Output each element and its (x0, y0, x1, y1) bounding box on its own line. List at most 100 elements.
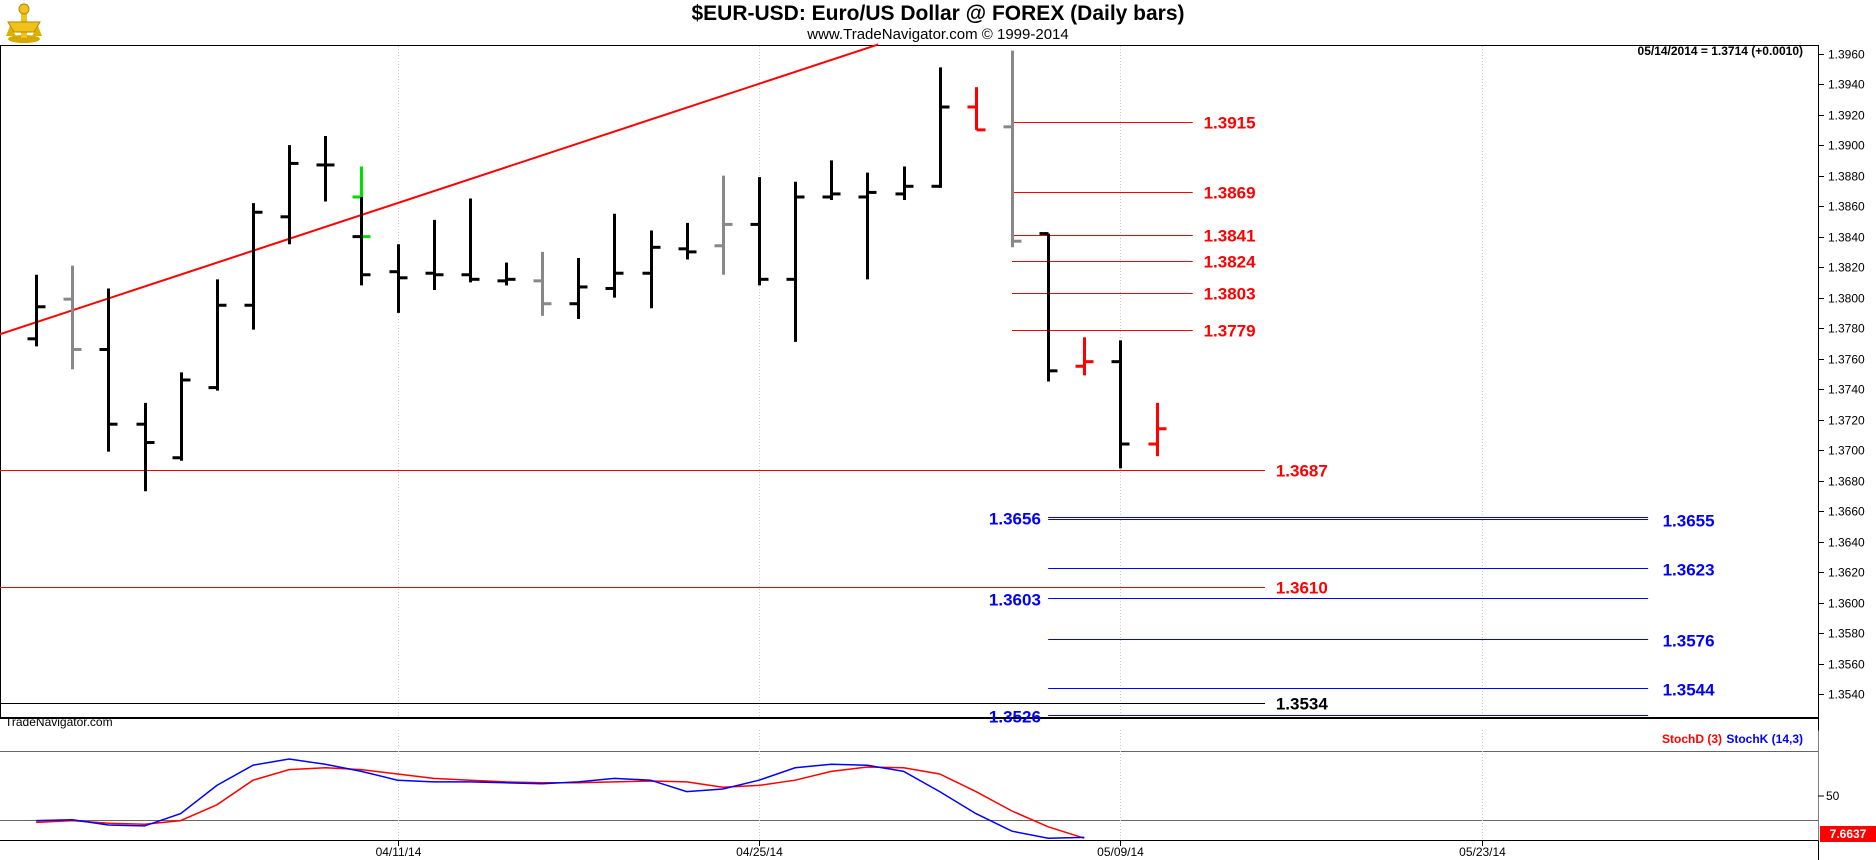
ohlc-bar (750, 177, 769, 286)
y-tick-label: 1.3880 (1828, 170, 1865, 184)
red-level-label: 1.3687 (1276, 462, 1328, 481)
red-level-label: 1.3610 (1276, 579, 1328, 598)
stochastic-pane[interactable]: StochD (3) StochK (14,3) 50 7.6637 04/11… (0, 730, 1876, 859)
quote-readout: 05/14/2014 = 1.3714 (+0.0010) (1638, 44, 1803, 58)
ohlc-bar (497, 262, 516, 286)
chart-header: $EUR-USD: Euro/US Dollar @ FOREX (Daily … (0, 0, 1876, 46)
grid (398, 46, 1483, 717)
ohlc-bar (931, 67, 950, 188)
y-tick-label: 1.3840 (1828, 231, 1865, 245)
y-tick-label: 1.3620 (1828, 566, 1865, 580)
legend-stoch-k: StochK (14,3) (1726, 732, 1803, 746)
y-tick-label: 1.3920 (1828, 109, 1865, 123)
y-tick-label: 1.3660 (1828, 505, 1865, 519)
ohlc-bar (99, 288, 118, 452)
black-level-label: 1.3534 (1276, 695, 1329, 714)
x-tick-label: 04/25/14 (736, 845, 783, 859)
y-tick-label: 1.3580 (1828, 627, 1865, 641)
ohlc-bar (63, 265, 82, 370)
legend-stoch-d: StochD (3) (1662, 732, 1722, 746)
ohlc-bar (895, 166, 914, 201)
red-levels: 1.3915 1.3869 1.3841 1.3824 1.3803 1.3779 1.36… (0, 114, 1328, 598)
ohlc-bar (822, 160, 841, 201)
y-tick-label: 1.3900 (1828, 139, 1865, 153)
y-tick-label: 1.3860 (1828, 200, 1865, 214)
stoch-lines (36, 758, 1085, 839)
ohlc-bar (316, 135, 335, 202)
ohlc-bar (569, 257, 588, 319)
y-tick-label: 1.3720 (1828, 414, 1865, 428)
y-tick-label: 1.3600 (1828, 597, 1865, 611)
y-tick-label: 1.3960 (1828, 48, 1865, 62)
y-axis: 1.3540 1.3560 1.3580 1.3600 1.3620 1.3640 1.36… (1818, 48, 1865, 702)
y-tick-label: 1.3700 (1828, 444, 1865, 458)
price-bars (27, 50, 1167, 492)
stoch-line (36, 758, 1085, 839)
y-tick-label: 1.3800 (1828, 292, 1865, 306)
red-level-label: 1.3841 (1204, 227, 1256, 246)
y-tick-label: 1.3760 (1828, 353, 1865, 367)
ohlc-bar (642, 230, 661, 309)
stochastic-pane-bg (0, 730, 1819, 841)
y-tick-label: 1.3540 (1828, 688, 1865, 702)
y-tick-label: 1.3680 (1828, 475, 1865, 489)
y-tick-label: 1.3820 (1828, 261, 1865, 275)
red-level-label: 1.3915 (1204, 114, 1256, 133)
ohlc-bar (27, 274, 46, 347)
trendline (0, 43, 879, 336)
y-tick-label: 1.3640 (1828, 536, 1865, 550)
blue-level-label: 1.3603 (989, 591, 1041, 610)
x-axis: 04/11/14 04/25/14 05/09/14 05/23/14 (376, 840, 1506, 859)
ohlc-bar (1148, 402, 1167, 457)
blue-level-label: 1.3623 (1663, 561, 1715, 580)
ohlc-bar (461, 198, 480, 283)
ohlc-bar (244, 203, 263, 330)
ohlc-bar (786, 181, 805, 342)
blue-level-label: 1.3544 (1663, 681, 1716, 700)
red-level-label: 1.3779 (1204, 322, 1256, 341)
ohlc-bar (208, 279, 227, 391)
red-level-label: 1.3824 (1204, 253, 1257, 272)
ohlc-bar (678, 222, 697, 260)
price-pane-border (0, 45, 1819, 719)
stoch-last-value: 7.6637 (1830, 827, 1867, 841)
ohlc-bar (1039, 232, 1058, 382)
y-tick-label: 1.3560 (1828, 658, 1865, 672)
ohlc-bar (172, 372, 191, 461)
trade-navigator-logo-icon[interactable] (4, 2, 44, 44)
black-levels: 1.3534 (0, 695, 1328, 714)
blue-level-label: 1.3656 (989, 510, 1041, 529)
blue-level-label: 1.3576 (1663, 632, 1715, 651)
ohlc-bar (280, 145, 299, 245)
ohlc-bar (1111, 340, 1130, 469)
ohlc-bar (714, 175, 733, 275)
stoch-last-value-badge: 7.6637 (1820, 826, 1876, 842)
x-tick-label: 05/23/14 (1459, 845, 1506, 859)
red-level-label: 1.3803 (1204, 285, 1256, 304)
watermark: TradeNavigator.com (5, 715, 113, 729)
chart-title: $EUR-USD: Euro/US Dollar @ FOREX (Daily … (691, 2, 1185, 25)
y-tick-label: 1.3780 (1828, 322, 1865, 336)
price-pane[interactable]: 1.3540 1.3560 1.3580 1.3600 1.3620 1.3640 1.36… (0, 43, 1865, 860)
ohlc-bar (1003, 50, 1022, 248)
y-tick-label: 1.3940 (1828, 78, 1865, 92)
blue-level-label: 1.3655 (1663, 512, 1715, 531)
stoch-y-tick: 50 (1826, 789, 1840, 803)
ohlc-bar (136, 402, 155, 492)
x-tick-label: 05/09/14 (1097, 845, 1144, 859)
ohlc-bar (858, 172, 877, 280)
ohlc-bar (967, 87, 986, 132)
blue-level-label: 1.3526 (989, 708, 1041, 727)
chart-subtitle: www.TradeNavigator.com © 1999-2014 (807, 26, 1069, 43)
x-tick-label: 04/11/14 (376, 845, 422, 859)
ohlc-bar (1075, 337, 1094, 376)
y-tick-label: 1.3740 (1828, 383, 1865, 397)
ohlc-bar (352, 196, 371, 286)
ohlc-bar (533, 251, 552, 316)
ohlc-bar (605, 213, 624, 298)
blue-levels: 1.3656 1.3655 1.3623 1.3603 1.3576 1.3544 1.35… (989, 510, 1715, 727)
trendline-line (0, 43, 879, 336)
red-level-label: 1.3869 (1204, 184, 1256, 203)
ohlc-bar (425, 219, 444, 290)
